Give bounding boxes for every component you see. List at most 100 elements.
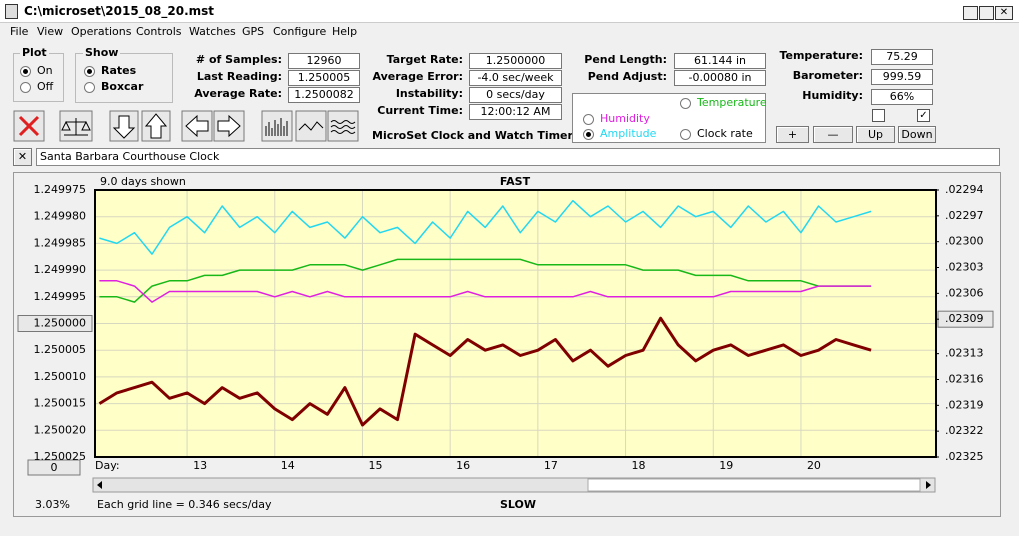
minimize-button[interactable] <box>963 6 978 20</box>
x-tick-label: 17 <box>544 459 558 472</box>
y2-tick-label: .02313 <box>945 347 984 360</box>
field-value: -0.00080 in <box>674 70 766 86</box>
tool-button[interactable] <box>181 110 213 142</box>
radio[interactable]: Amplitude <box>583 127 656 140</box>
offset-button[interactable]: 0 <box>27 459 81 476</box>
tool-button[interactable] <box>141 110 171 142</box>
x-tick-label: 16 <box>456 459 470 472</box>
menu-item[interactable]: File <box>10 25 29 38</box>
field-label: Average Rate: <box>194 87 282 100</box>
y2-tick-label: .02319 <box>945 398 984 411</box>
field-label: Instability: <box>395 87 463 100</box>
group-label: Show <box>83 46 121 59</box>
x-axis-label: Day: <box>95 459 120 472</box>
group-label: Plot <box>20 46 49 59</box>
y-tick-label: 1.249985 <box>34 236 87 249</box>
y2-tick-label: .02306 <box>945 286 984 299</box>
checkbox[interactable]: ✓ <box>917 109 930 122</box>
radio-label: Rates <box>101 64 137 77</box>
clear-button[interactable]: ✕ <box>13 148 32 166</box>
field-value: 12:00:12 AM <box>469 104 562 120</box>
menu-item[interactable]: Operations <box>71 25 132 38</box>
field-value: 66% <box>871 89 933 105</box>
y2-tick-label: .02325 <box>945 450 984 463</box>
x-tick-label: 13 <box>193 459 207 472</box>
menu-item[interactable]: Watches <box>189 25 236 38</box>
y2-tick-label: .02297 <box>945 209 984 222</box>
field-label: # of Samples: <box>195 53 282 66</box>
x-tick-label: 18 <box>632 459 646 472</box>
radio[interactable]: Off <box>20 80 53 93</box>
y2-tick-label: .02316 <box>945 372 984 385</box>
menu-item[interactable]: Help <box>332 25 358 38</box>
y2-tick-label: .02322 <box>945 424 984 437</box>
scrollbar[interactable] <box>92 477 936 493</box>
maximize-button[interactable] <box>979 6 994 20</box>
radio-label: Temperature <box>697 96 767 109</box>
tool-button[interactable] <box>295 110 327 142</box>
y-tick-label: 1.249995 <box>34 290 87 303</box>
menu-item[interactable]: Controls <box>136 25 182 38</box>
radio[interactable]: Temperature <box>680 96 767 109</box>
field-label: Target Rate: <box>386 53 463 66</box>
field-value: 12960 <box>288 53 360 69</box>
show-group <box>75 53 173 103</box>
field-value: 61.144 in <box>674 53 766 69</box>
title-bar <box>0 0 1019 23</box>
days-shown: 9.0 days shown <box>100 175 186 188</box>
y2-tick-label: .02303 <box>945 261 984 274</box>
y-tick-label: 1.250025 <box>34 450 87 463</box>
y2-tick-label: .02309 <box>945 312 984 325</box>
tool-button[interactable] <box>213 110 245 142</box>
app-label: MicroSet Clock and Watch Timer <box>372 129 573 142</box>
field-value: 999.59 <box>871 69 933 85</box>
radio-label: Humidity <box>600 112 650 125</box>
y-tick-label: 1.249975 <box>34 183 87 196</box>
tool-button[interactable] <box>13 110 45 142</box>
field-label: Last Reading: <box>196 70 282 83</box>
clock-name[interactable]: Santa Barbara Courthouse Clock <box>36 148 1000 166</box>
field-value: -4.0 sec/week <box>469 70 562 86</box>
y2-tick-label: .02294 <box>945 183 984 196</box>
field-label: Pend Adjust: <box>587 70 667 83</box>
menu-item[interactable]: View <box>37 25 64 38</box>
y2-tick-label: .02300 <box>945 235 984 248</box>
field-label: Temperature: <box>779 49 863 62</box>
button[interactable]: — <box>813 126 853 143</box>
field-value: 1.2500000 <box>469 53 562 69</box>
radio-label: Amplitude <box>600 127 657 140</box>
menu-item[interactable]: GPS <box>242 25 265 38</box>
series-line <box>99 280 872 303</box>
y-button[interactable] <box>17 315 93 332</box>
x-tick-label: 15 <box>368 459 382 472</box>
close-button[interactable]: ✕ <box>995 6 1013 20</box>
field-label: Humidity: <box>802 89 863 102</box>
button[interactable]: + <box>776 126 809 143</box>
tool-button[interactable] <box>261 110 293 142</box>
radio[interactable]: Boxcar <box>84 80 143 93</box>
radio[interactable]: Humidity <box>583 112 650 125</box>
x-tick-label: 19 <box>719 459 733 472</box>
tool-button[interactable] <box>59 110 93 142</box>
y-tick-label: 1.250000 <box>34 317 87 330</box>
series-line <box>99 258 872 303</box>
menu-item[interactable]: Configure <box>273 25 327 38</box>
x-tick-label: 20 <box>807 459 821 472</box>
series-line <box>99 199 872 255</box>
radio[interactable]: On <box>20 64 53 77</box>
y-tick-label: 1.250015 <box>34 397 87 410</box>
button[interactable]: Down <box>898 126 936 143</box>
y-tick-label: 1.249990 <box>34 263 87 276</box>
app-icon <box>5 4 18 19</box>
tool-button[interactable] <box>109 110 139 142</box>
y-tick-label: 1.249980 <box>34 210 87 223</box>
radio[interactable]: Rates <box>84 64 136 77</box>
tool-button[interactable] <box>327 110 359 142</box>
percent: 3.03% <box>35 498 70 511</box>
checkbox[interactable] <box>872 109 885 122</box>
radio[interactable]: Clock rate <box>680 127 753 140</box>
button[interactable]: Up <box>856 126 895 143</box>
radio-label: On <box>37 64 53 77</box>
